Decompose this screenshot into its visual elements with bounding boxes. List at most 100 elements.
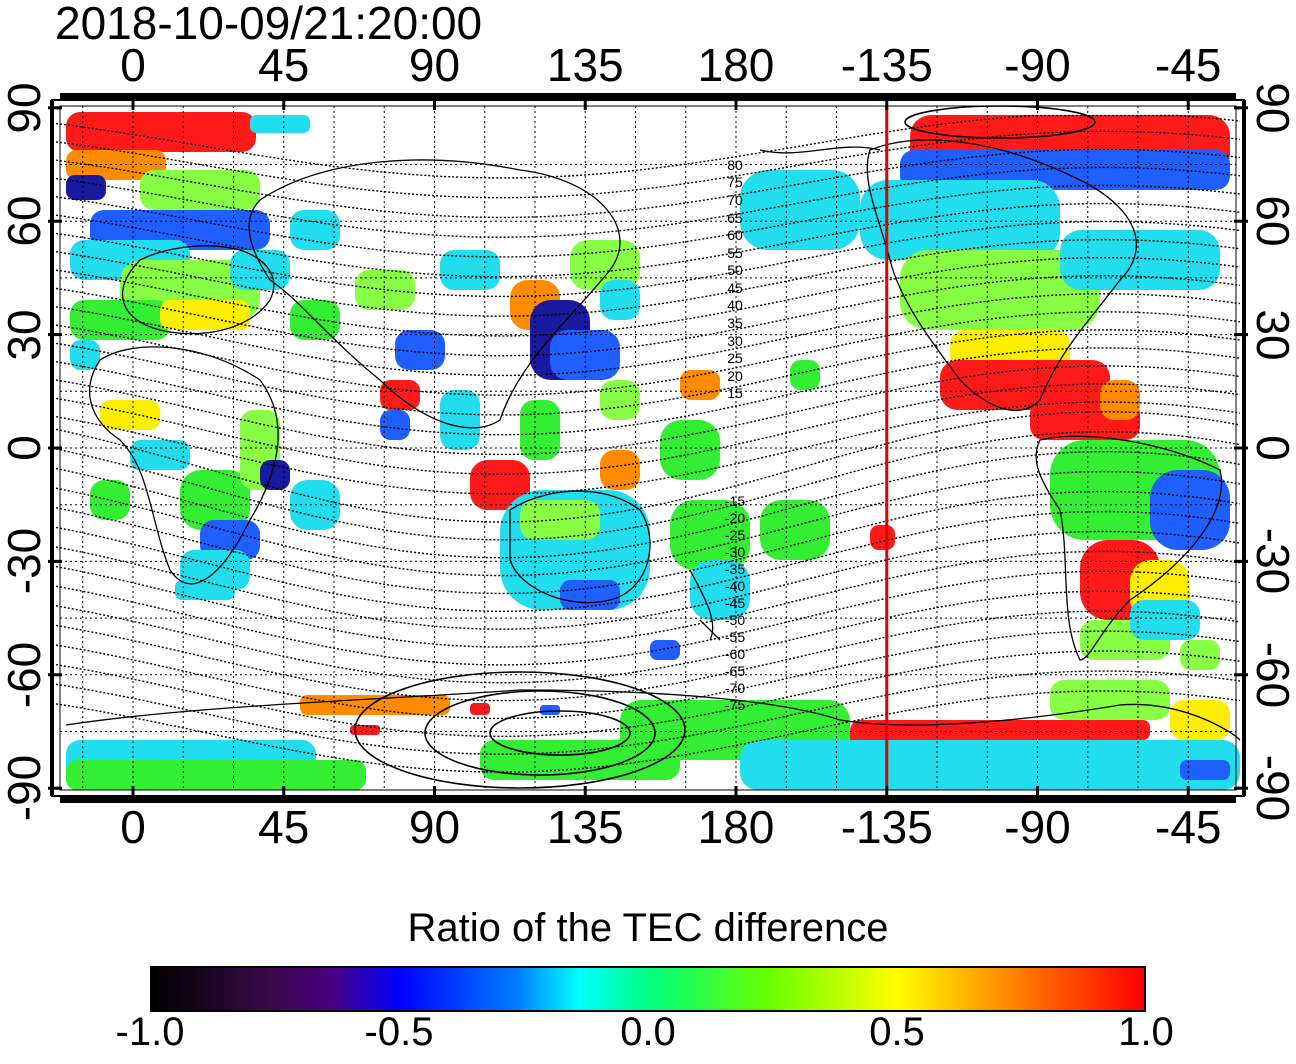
magnetic-contour <box>55 114 1241 179</box>
grid-lines <box>60 106 1236 790</box>
tec-patch <box>440 390 480 450</box>
contour-label: 80 <box>727 156 743 173</box>
magnetic-pole-contour <box>424 690 656 776</box>
tec-patch <box>480 740 680 780</box>
colorbar-tick: 0.5 <box>869 1010 925 1054</box>
magnetic-contour <box>55 550 1241 648</box>
contour-label: -20 <box>724 509 746 526</box>
tec-patch <box>570 240 640 290</box>
magnetic-contour <box>55 510 1241 612</box>
tec-patch <box>560 580 620 610</box>
magnetic-contour <box>55 184 1241 258</box>
coastline <box>759 146 881 154</box>
magnetic-contour <box>55 630 1241 720</box>
magnetic-contour <box>55 590 1241 684</box>
x-tick-bottom: -90 <box>1004 801 1071 853</box>
tec-patch <box>180 470 250 530</box>
y-tick-left: 0 <box>0 435 50 461</box>
tec-patch <box>870 525 895 550</box>
colorbar-tick: 0.0 <box>620 1010 676 1054</box>
magnetic-contour <box>55 383 1241 475</box>
y-tick-right: -30 <box>1247 528 1296 595</box>
tec-patch <box>790 360 820 390</box>
magnetic-pole-contour <box>354 671 686 789</box>
magnetic-contour <box>55 347 1241 436</box>
tec-patch <box>380 380 420 410</box>
magnetic-contour <box>55 430 1241 541</box>
tec-patch <box>660 420 720 480</box>
x-tick-top: 135 <box>546 39 624 91</box>
tec-patch <box>1170 700 1230 740</box>
tec-patch <box>690 560 750 620</box>
magnetic-contour <box>55 650 1241 737</box>
tec-patch <box>680 370 720 400</box>
tec-patch <box>470 703 490 715</box>
contour-label: -40 <box>724 577 746 594</box>
contour-label: -70 <box>724 680 746 697</box>
x-tick-top: 180 <box>697 39 775 91</box>
magnetic-contour <box>55 238 1241 317</box>
coastlines <box>65 139 1241 741</box>
y-tick-left: 90 <box>0 82 50 134</box>
coastline <box>88 346 279 585</box>
contour-label: -75 <box>724 697 746 714</box>
tec-patch <box>540 705 560 715</box>
colorbar <box>150 966 1146 1012</box>
tec-patch <box>600 450 640 490</box>
contour-label: 30 <box>727 332 743 349</box>
tec-patch <box>520 400 560 460</box>
contour-label: 20 <box>727 367 743 384</box>
x-tick-bottom: 45 <box>258 801 310 853</box>
magnetic-contour <box>55 670 1241 755</box>
tec-patch <box>740 740 1240 790</box>
coastline <box>65 689 1241 741</box>
tec-patch <box>520 500 600 540</box>
magnetic-contour <box>55 365 1241 456</box>
tec-patch <box>130 440 190 470</box>
magnetic-contour <box>55 311 1241 396</box>
tec-patch <box>380 410 410 440</box>
tec-patch <box>160 300 250 330</box>
magnetic-contour <box>55 570 1241 666</box>
tec-patch <box>760 500 830 560</box>
contour-label: -25 <box>724 526 746 543</box>
magnetic-contour <box>55 274 1241 357</box>
magnetic-contour <box>55 257 1241 337</box>
y-tick-right: 0 <box>1247 435 1296 461</box>
x-tick-bottom: 135 <box>546 801 624 853</box>
colorbar-tick: -0.5 <box>364 1010 434 1054</box>
contour-label: -30 <box>724 543 746 560</box>
tec-patch <box>600 280 640 320</box>
colorbar-title: Ratio of the TEC difference <box>407 906 889 950</box>
magnetic-contour <box>55 610 1241 702</box>
tec-patch <box>1180 760 1230 780</box>
tec-patch <box>66 760 366 790</box>
tec-patch <box>1060 230 1220 290</box>
magnetic-contour <box>55 148 1241 219</box>
tec-patch <box>440 250 500 290</box>
colorbar-tick: 1.0 <box>1118 1010 1174 1054</box>
tec-patch <box>395 330 445 370</box>
tec-patch <box>1050 680 1170 720</box>
tec-data-layer <box>66 112 1240 790</box>
y-tick-right: 60 <box>1247 195 1296 247</box>
x-tick-top: 90 <box>408 39 461 91</box>
coastline <box>509 490 651 604</box>
coastline <box>689 569 721 641</box>
y-tick-left: -30 <box>0 528 50 595</box>
contour-label: 70 <box>727 192 743 209</box>
magnetic-contour <box>55 220 1241 298</box>
magnetic-contour <box>55 530 1241 630</box>
x-tick-top: 45 <box>258 39 310 91</box>
tec-patch <box>70 340 100 370</box>
magnetic-contour <box>55 166 1241 238</box>
contour-label: -65 <box>724 663 746 680</box>
y-tick-right: 90 <box>1247 82 1296 134</box>
contour-label: 55 <box>727 244 743 261</box>
y-tick-right: -60 <box>1247 641 1296 709</box>
tec-patch <box>70 300 170 340</box>
y-tick-right: -90 <box>1247 754 1296 822</box>
tec-patch <box>860 180 1060 260</box>
tec-patch <box>350 725 380 735</box>
tec-patch <box>1030 720 1150 740</box>
